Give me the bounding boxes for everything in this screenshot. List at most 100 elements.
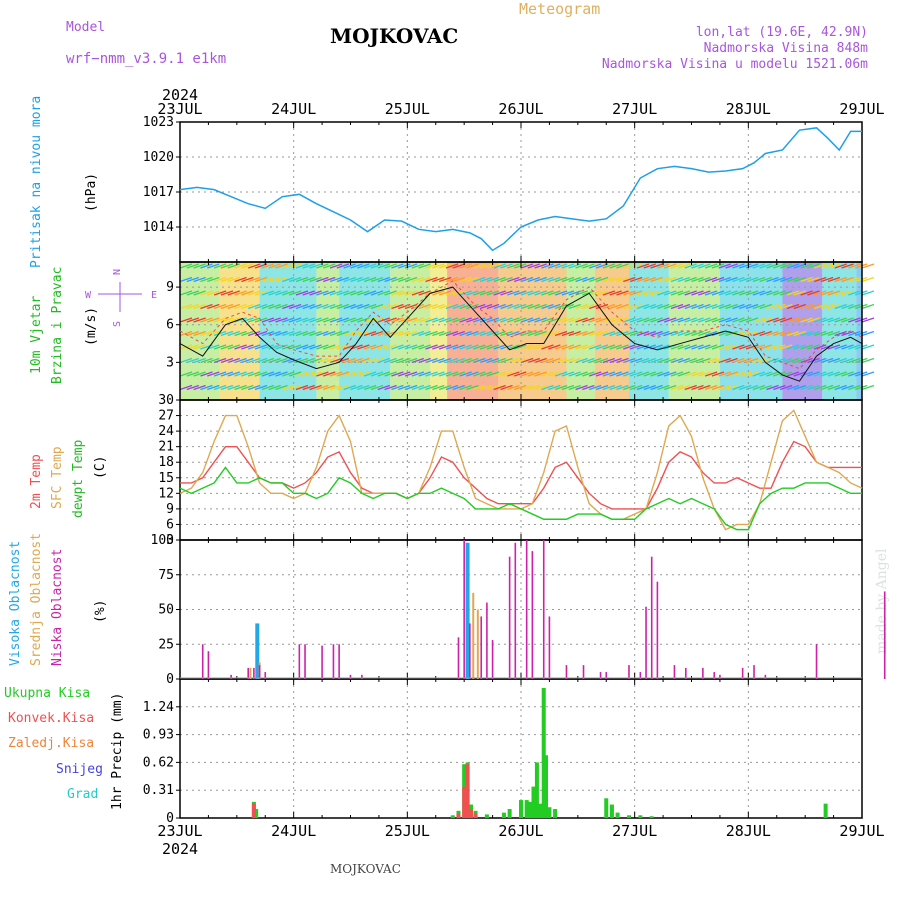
wind-barb xyxy=(739,263,752,269)
wind-barb xyxy=(616,303,629,310)
wind-barb xyxy=(452,303,465,310)
wind-barb xyxy=(793,344,806,350)
wind-barb xyxy=(466,317,479,323)
wind-barb xyxy=(473,371,486,377)
cloud-bar xyxy=(685,667,687,679)
wind-barb xyxy=(602,344,616,350)
wind-barb xyxy=(350,371,363,377)
wind-barb xyxy=(200,357,213,364)
wind-barb xyxy=(779,344,793,350)
precip-bar xyxy=(534,762,539,818)
cloud-bar xyxy=(465,542,470,679)
wind-barb xyxy=(193,330,206,337)
wind-barb xyxy=(759,303,772,310)
wind-barb xyxy=(309,357,322,364)
wind-barb xyxy=(234,330,247,337)
wind-barb xyxy=(554,263,568,269)
wind-barb xyxy=(316,371,329,377)
wind-barb xyxy=(698,357,711,364)
wind-barb xyxy=(200,384,213,391)
wind-barb xyxy=(854,263,868,269)
cloud-bar xyxy=(741,667,744,679)
wind-barb xyxy=(507,290,520,296)
wind-barb xyxy=(459,317,472,323)
wind-barb xyxy=(254,290,268,296)
wind-barb xyxy=(861,303,875,310)
wind-gust-line xyxy=(179,280,863,370)
wind-barb xyxy=(561,290,575,296)
wind-barb xyxy=(411,384,425,391)
wind-barb xyxy=(452,330,465,337)
wind-barb xyxy=(589,330,602,337)
wind-barb xyxy=(391,303,404,310)
x-tick-label-bottom: 23JUL xyxy=(157,822,202,840)
wind-barb xyxy=(834,384,847,391)
wind-barb xyxy=(227,371,240,377)
wind-barb xyxy=(629,263,643,269)
wind-barb xyxy=(391,357,404,364)
wind-barb xyxy=(432,384,445,391)
wind-barb xyxy=(739,344,752,350)
wind-barb xyxy=(384,344,397,350)
wind-barb xyxy=(541,357,554,364)
wind-barb xyxy=(479,384,493,391)
wind-barb xyxy=(554,290,568,296)
wind-barb xyxy=(752,330,766,337)
wind-barb xyxy=(357,263,370,269)
wind-barb xyxy=(507,357,520,364)
wind-barb xyxy=(507,317,520,323)
wind-barb xyxy=(650,276,663,283)
wind-barb xyxy=(766,290,779,296)
wind-barb xyxy=(643,344,656,350)
wind-barb xyxy=(275,276,288,283)
y-tick-label: 30 xyxy=(158,393,174,408)
wind-barb xyxy=(207,371,220,377)
wind-barb xyxy=(773,290,786,296)
wind-barb xyxy=(848,384,861,391)
wind-barb xyxy=(541,303,554,310)
wind-barb xyxy=(377,371,390,377)
wind-barb xyxy=(398,330,411,337)
wind-barb xyxy=(752,303,766,310)
wind-barb xyxy=(302,303,315,310)
wind-barb xyxy=(739,357,752,364)
wind-barb xyxy=(398,290,411,296)
wind-barb xyxy=(670,344,684,350)
wind-barb xyxy=(670,330,684,337)
wind-barb xyxy=(425,276,438,283)
wind-barb xyxy=(698,384,711,391)
wind-barb xyxy=(350,263,363,269)
wind-barb xyxy=(766,276,779,283)
wind-barb xyxy=(513,276,527,283)
wind-barb xyxy=(704,330,718,337)
panel-frame xyxy=(179,399,863,541)
cloud-bar xyxy=(486,602,488,679)
wind-barb xyxy=(220,344,234,350)
wind-band xyxy=(447,262,499,400)
wind-barb xyxy=(295,290,309,296)
wind-barb xyxy=(548,357,561,364)
wind-barb xyxy=(609,330,622,337)
wind-barb xyxy=(207,290,220,296)
wind-barb xyxy=(316,317,329,323)
y-tick-label: 1020 xyxy=(143,150,174,165)
wind-barb xyxy=(752,263,766,269)
wind-barb xyxy=(179,330,193,337)
wind-barb xyxy=(309,317,322,323)
y-tick-label: 1023 xyxy=(143,115,174,130)
wind-barb xyxy=(664,384,677,391)
wind-barb xyxy=(254,357,268,364)
wind-barb xyxy=(268,371,281,377)
wind-barb xyxy=(861,384,875,391)
y-tick-label: 100 xyxy=(151,533,174,548)
wind-barb xyxy=(432,303,445,310)
wind-barb xyxy=(541,384,554,391)
wind-barb xyxy=(329,371,343,377)
cloud-bar xyxy=(472,592,475,679)
wind-barb xyxy=(861,330,875,337)
wind-barb xyxy=(704,384,718,391)
wind-barb xyxy=(657,290,670,296)
wind-barb xyxy=(438,263,452,269)
wind-barb xyxy=(336,290,350,296)
wind-band xyxy=(259,262,317,400)
